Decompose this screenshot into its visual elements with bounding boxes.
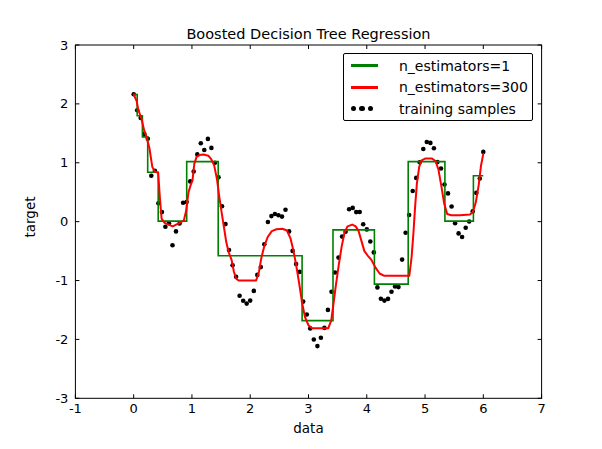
svg-text:1: 1 [188, 401, 196, 416]
green-line-swatch-icon [351, 64, 378, 67]
x-tick-labels: -1 0 1 2 3 4 5 6 7 [69, 401, 546, 416]
svg-text:0: 0 [60, 214, 68, 229]
legend-item-label: n_estimators=1 [399, 59, 510, 73]
black-dots-swatch-icon [351, 106, 376, 111]
svg-text:0: 0 [130, 401, 138, 416]
svg-text:1: 1 [60, 155, 68, 170]
x-axis-label: data [75, 420, 542, 436]
svg-text:6: 6 [479, 401, 487, 416]
svg-text:-1: -1 [55, 273, 68, 288]
figure-boosted-decision-tree-regression: Boosted Decision Tree Regression -101234… [0, 0, 602, 449]
svg-text:5: 5 [421, 401, 429, 416]
legend-item-n-estimators-1: n_estimators=1 [344, 55, 532, 77]
svg-text:-2: -2 [55, 332, 68, 347]
svg-text:2: 2 [60, 96, 68, 111]
legend: n_estimators=1 n_estimators=300 training… [343, 53, 533, 121]
legend-item-label: n_estimators=300 [399, 80, 528, 94]
legend-item-label: training samples [399, 102, 516, 116]
svg-text:2: 2 [246, 401, 254, 416]
series-red-boosted-line [134, 95, 484, 329]
svg-text:-1: -1 [69, 401, 82, 416]
svg-text:-3: -3 [55, 391, 68, 406]
legend-item-n-estimators-300: n_estimators=300 [344, 77, 532, 99]
y-axis-label: target [22, 196, 38, 237]
legend-item-training-samples: training samples [344, 98, 532, 120]
red-line-swatch-icon [351, 86, 378, 89]
svg-text:3: 3 [60, 38, 68, 53]
y-tick-labels: -3 -2 -1 0 1 2 3 [55, 38, 68, 406]
svg-text:3: 3 [304, 401, 312, 416]
svg-text:4: 4 [363, 401, 371, 416]
svg-text:7: 7 [537, 401, 545, 416]
